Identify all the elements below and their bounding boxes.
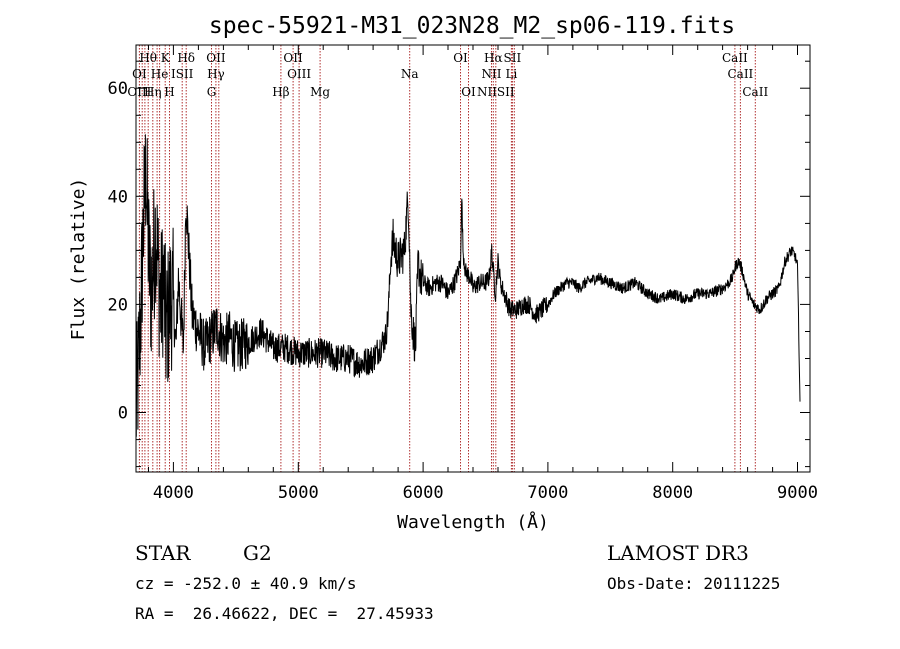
line-label: Mg [310, 85, 330, 99]
plot-frame [135, 44, 811, 473]
line-label: OII [206, 51, 226, 65]
y-axis-label: Flux (relative) [68, 178, 89, 341]
emission-line-labels: Hθ K Hδ OII OII OI Hα SII CaII OI He ISII Hγ OIII Na NI… [127, 51, 768, 99]
line-label: Hγ [207, 67, 225, 81]
x-tick-label: 6000 [403, 483, 444, 503]
chart-title: spec-55921-M31_023N28_M2_sp06-119.fits [209, 13, 735, 39]
x-tick-label: 8000 [652, 483, 693, 503]
object-subclass: G2 [243, 541, 272, 565]
y-tick-label: 40 [108, 187, 128, 207]
line-label: CaII [727, 67, 753, 81]
x-tick-label: 4000 [153, 483, 194, 503]
line-label: H [164, 85, 174, 99]
line-label: NIISII [477, 85, 515, 99]
x-tick-label: 9000 [777, 483, 818, 503]
redshift-velocity: cz = -252.0 ± 40.9 km/s [135, 574, 357, 593]
survey-name: LAMOST DR3 [607, 541, 749, 565]
line-label: Hβ [272, 85, 289, 99]
line-label: OII [283, 51, 303, 65]
line-label: Na [401, 67, 419, 81]
line-label: G [207, 85, 217, 99]
line-label: Hδ [177, 51, 195, 65]
line-label: Hθ [139, 51, 157, 65]
line-label: SII [504, 51, 522, 65]
line-label: CaII [742, 85, 768, 99]
y-axis: 0 20 40 60 [108, 60, 810, 468]
y-tick-label: 20 [108, 295, 128, 315]
line-label: CaII [722, 51, 748, 65]
line-label: K [161, 51, 171, 65]
line-label: NII [482, 67, 502, 81]
spectrum-line [135, 134, 801, 437]
line-label: ISII [171, 67, 194, 81]
line-label: Hη [144, 85, 162, 99]
x-axis: 4000 5000 6000 7000 8000 9000 [148, 45, 818, 503]
coordinates: RA = 26.46622, DEC = 27.45933 [135, 604, 434, 623]
line-label: Hα [484, 51, 503, 65]
line-label: He [151, 67, 169, 81]
line-label: OIII [287, 67, 311, 81]
line-label: OI [453, 51, 468, 65]
line-label: OI [132, 67, 147, 81]
y-tick-label: 0 [118, 404, 128, 424]
x-tick-label: 7000 [527, 483, 568, 503]
observation-date: Obs-Date: 20111225 [607, 574, 781, 593]
emission-line-markers [138, 45, 756, 472]
line-label: Li [505, 67, 517, 81]
object-class: STAR [135, 541, 191, 565]
x-axis-label: Wavelength (Å) [397, 511, 549, 533]
y-tick-label: 60 [108, 79, 128, 99]
x-tick-label: 5000 [278, 483, 319, 503]
line-label: OI [461, 85, 476, 99]
